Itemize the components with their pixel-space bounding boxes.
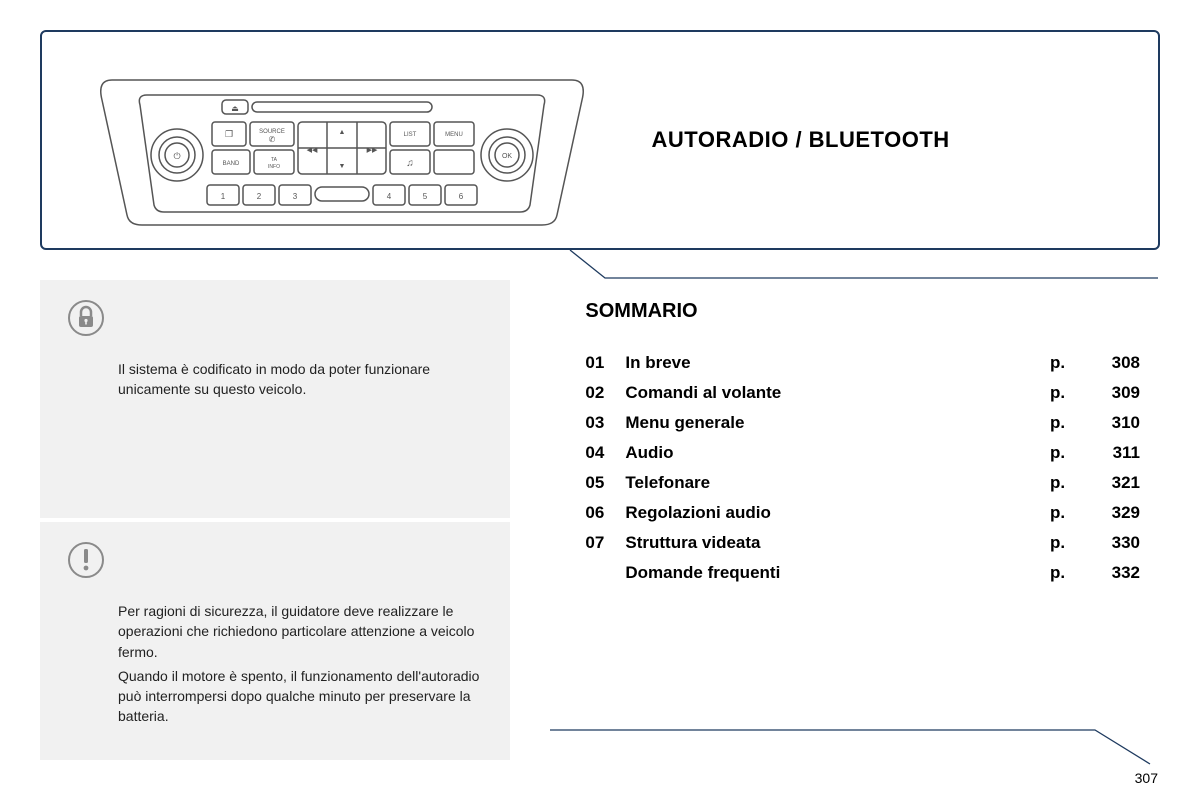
svg-text:▶▶: ▶▶ bbox=[366, 147, 377, 154]
lock-note-text: Il sistema è codificato in modo da poter… bbox=[68, 359, 486, 400]
bottom-divider bbox=[550, 726, 1170, 766]
svg-text:▼: ▼ bbox=[338, 163, 345, 170]
toc-row: 05 Telefonare p. 321 bbox=[585, 473, 1140, 493]
manual-page: ⏏ ⏻ OK ❐ SOURCE ✆ bbox=[0, 0, 1200, 800]
exclamation-icon bbox=[68, 542, 486, 583]
toc-row: 02 Comandi al volante p. 309 bbox=[585, 383, 1140, 403]
lock-note: Il sistema è codificato in modo da poter… bbox=[40, 280, 510, 518]
svg-text:OK: OK bbox=[502, 153, 512, 160]
svg-text:❐: ❐ bbox=[225, 129, 233, 139]
toc-column: SOMMARIO 01 In breve p. 308 02 Comandi a… bbox=[535, 280, 1160, 760]
notes-column: Il sistema è codificato in modo da poter… bbox=[40, 280, 510, 760]
toc-num: 01 bbox=[585, 353, 625, 373]
warning-note-text: Per ragioni di sicurezza, il guidatore d… bbox=[68, 601, 486, 727]
svg-text:LIST: LIST bbox=[403, 132, 416, 138]
lower-section: Il sistema è codificato in modo da poter… bbox=[40, 280, 1160, 760]
svg-text:1: 1 bbox=[221, 192, 226, 201]
svg-text:BAND: BAND bbox=[222, 161, 239, 167]
toc-row: 03 Menu generale p. 310 bbox=[585, 413, 1140, 433]
svg-text:2: 2 bbox=[257, 192, 262, 201]
svg-text:⏻: ⏻ bbox=[173, 151, 180, 161]
svg-text:3: 3 bbox=[293, 192, 298, 201]
toc-row: 07 Struttura videata p. 330 bbox=[585, 533, 1140, 553]
lock-icon bbox=[68, 300, 486, 341]
toc-row: 04 Audio p. 311 bbox=[585, 443, 1140, 463]
svg-text:6: 6 bbox=[459, 192, 464, 201]
svg-text:◀◀: ◀◀ bbox=[306, 147, 317, 154]
toc-row: Domande frequenti p. 332 bbox=[585, 563, 1140, 583]
svg-text:4: 4 bbox=[387, 192, 392, 201]
svg-text:MENU: MENU bbox=[445, 132, 463, 138]
toc-p: p. bbox=[1050, 353, 1090, 373]
svg-text:INFO: INFO bbox=[268, 164, 280, 170]
svg-text:✆: ✆ bbox=[268, 135, 275, 144]
svg-text:⏏: ⏏ bbox=[231, 104, 239, 113]
toc-label: In breve bbox=[625, 353, 1050, 373]
page-number: 307 bbox=[1135, 770, 1158, 786]
svg-text:▲: ▲ bbox=[338, 129, 345, 136]
svg-text:TA: TA bbox=[271, 157, 278, 163]
toc-title: SOMMARIO bbox=[585, 300, 1140, 323]
radio-illustration: ⏏ ⏻ OK ❐ SOURCE ✆ bbox=[62, 50, 622, 230]
toc-row: 06 Regolazioni audio p. 329 bbox=[585, 503, 1140, 523]
svg-text:5: 5 bbox=[423, 192, 428, 201]
svg-text:♫: ♫ bbox=[406, 158, 414, 169]
header-panel: ⏏ ⏻ OK ❐ SOURCE ✆ bbox=[40, 30, 1160, 250]
toc-row: 01 In breve p. 308 bbox=[585, 353, 1140, 373]
warning-note: Per ragioni di sicurezza, il guidatore d… bbox=[40, 522, 510, 760]
page-title: AUTORADIO / BLUETOOTH bbox=[622, 127, 1138, 153]
car-radio-diagram: ⏏ ⏻ OK ❐ SOURCE ✆ bbox=[92, 50, 592, 230]
toc-page: 308 bbox=[1090, 353, 1140, 373]
